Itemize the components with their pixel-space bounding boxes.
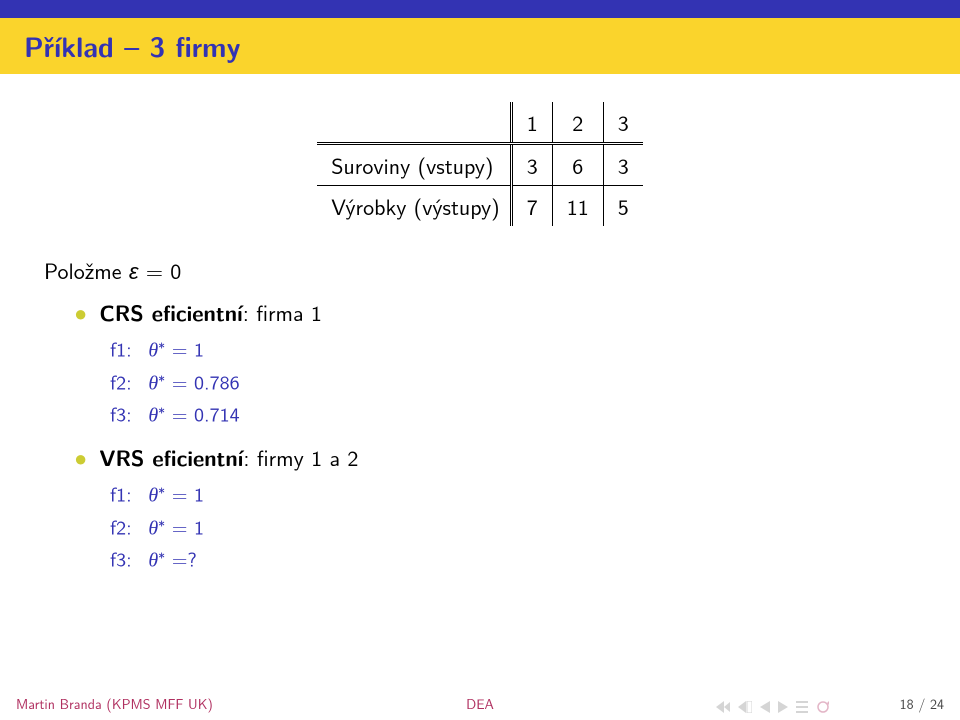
table-row-label: Suroviny (vstupy)	[317, 144, 511, 186]
sub-item: f2: θ∗ = 1	[44, 512, 916, 542]
top-stripe	[0, 0, 960, 18]
table-col-3: 3	[603, 102, 643, 144]
bullet-bold: VRS eficientní	[99, 441, 243, 473]
data-table: 1 2 3 Suroviny (vstupy) 3 6 3 Výrobky (v…	[317, 102, 643, 226]
data-table-wrap: 1 2 3 Suroviny (vstupy) 3 6 3 Výrobky (v…	[44, 102, 916, 226]
slide-content: 1 2 3 Suroviny (vstupy) 3 6 3 Výrobky (v…	[0, 74, 960, 574]
bullet-rest: : firmy 1 a 2	[243, 441, 358, 473]
sub-item: f3: θ∗ = 0.714	[44, 399, 916, 429]
table-row-label: Výrobky (výstupy)	[317, 186, 511, 227]
table-cell: 3	[511, 144, 552, 186]
sub-item: f1: θ∗ = 1	[44, 334, 916, 364]
bullet-bold: CRS eficientní	[99, 296, 242, 328]
footer: Martin Branda (KPMS MFF UK) DEA 18 / 24	[0, 694, 960, 714]
bullet-rest: : firma 1	[243, 296, 322, 328]
table-col-2: 2	[552, 102, 603, 144]
title-bar: Příklad – 3 firmy	[0, 18, 960, 74]
bullet-icon: ●	[74, 441, 92, 473]
table-row: Suroviny (vstupy) 3 6 3	[317, 144, 643, 186]
table-col-1: 1	[511, 102, 552, 144]
sub-item: f2: θ∗ = 0.786	[44, 367, 916, 397]
table-cell: 5	[603, 186, 643, 227]
table-corner	[317, 102, 511, 144]
table-cell: 7	[511, 186, 552, 227]
slide-title: Příklad – 3 firmy	[24, 26, 240, 66]
sub-item: f1: θ∗ = 1	[44, 479, 916, 509]
footer-page: 18 / 24	[900, 694, 944, 714]
table-cell: 6	[552, 144, 603, 186]
bullet-crs: ● CRS eficientní: firma 1	[44, 296, 916, 328]
table-header-row: 1 2 3	[317, 102, 643, 144]
table-row: Výrobky (výstupy) 7 11 5	[317, 186, 643, 227]
table-cell: 3	[603, 144, 643, 186]
bullet-icon: ●	[74, 296, 92, 328]
bullet-vrs: ● VRS eficientní: firmy 1 a 2	[44, 441, 916, 473]
sub-item: f3: θ∗ =?	[44, 544, 916, 574]
assumption-line: Položme ε = 0	[44, 254, 916, 286]
footer-author: Martin Branda (KPMS MFF UK)	[16, 694, 213, 714]
footer-center: DEA	[466, 694, 494, 714]
table-cell: 11	[552, 186, 603, 227]
